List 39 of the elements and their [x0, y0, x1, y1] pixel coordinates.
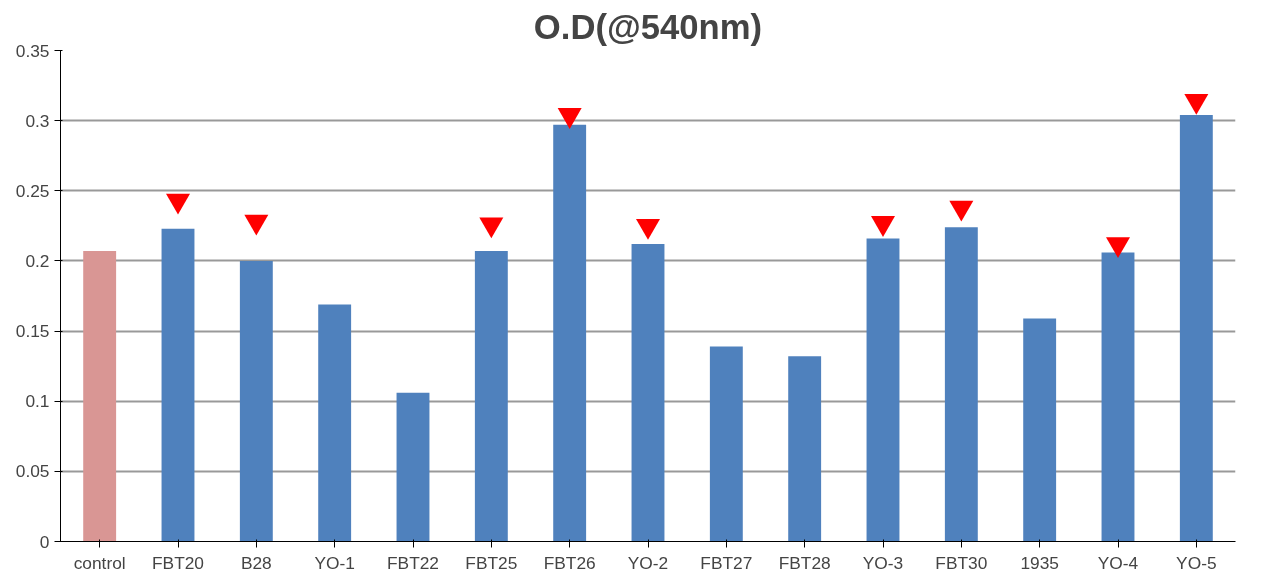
x-tick-label: 1935 [1020, 552, 1059, 573]
bar [553, 124, 587, 542]
y-tick-label: 0.1 [25, 391, 50, 412]
x-tick-label: FBT28 [778, 552, 831, 573]
bar [944, 227, 978, 542]
bar [239, 260, 273, 542]
bar [396, 392, 430, 542]
y-tick-label: 0.25 [15, 180, 50, 201]
y-tick-label: 0.3 [25, 110, 50, 131]
bar [788, 356, 822, 542]
x-tick-label: control [73, 552, 126, 573]
bar [1023, 318, 1057, 542]
bar [866, 238, 900, 542]
x-tick-label: FBT27 [700, 552, 753, 573]
x-tick-label: FBT20 [152, 552, 205, 573]
chart-title: O.D(@540nm) [533, 7, 763, 46]
x-tick-label: FBT26 [543, 552, 596, 573]
y-tick-label: 0.15 [15, 321, 50, 342]
y-tick-label: 0.05 [15, 461, 50, 482]
y-tick-label: 0.35 [15, 40, 50, 61]
x-tick-label: FBT25 [465, 552, 518, 573]
x-tick-label: B28 [240, 552, 272, 573]
x-tick-label: YO-3 [862, 552, 904, 573]
bar [709, 346, 743, 542]
bar [318, 304, 352, 542]
x-tick-label: YO-4 [1097, 552, 1139, 573]
bar [83, 251, 117, 542]
x-tick-label: YO-2 [627, 552, 669, 573]
y-tick-label: 0.2 [25, 250, 50, 271]
x-tick-label: FBT30 [935, 552, 988, 573]
bar [1179, 115, 1213, 542]
bar [1101, 252, 1135, 542]
x-tick-label: FBT22 [387, 552, 440, 573]
x-tick-label: YO-5 [1176, 552, 1217, 573]
bar [161, 228, 195, 542]
bar [631, 244, 665, 542]
bar [474, 251, 508, 542]
x-tick-label: YO-1 [314, 552, 355, 573]
y-tick-label: 0 [39, 531, 50, 552]
